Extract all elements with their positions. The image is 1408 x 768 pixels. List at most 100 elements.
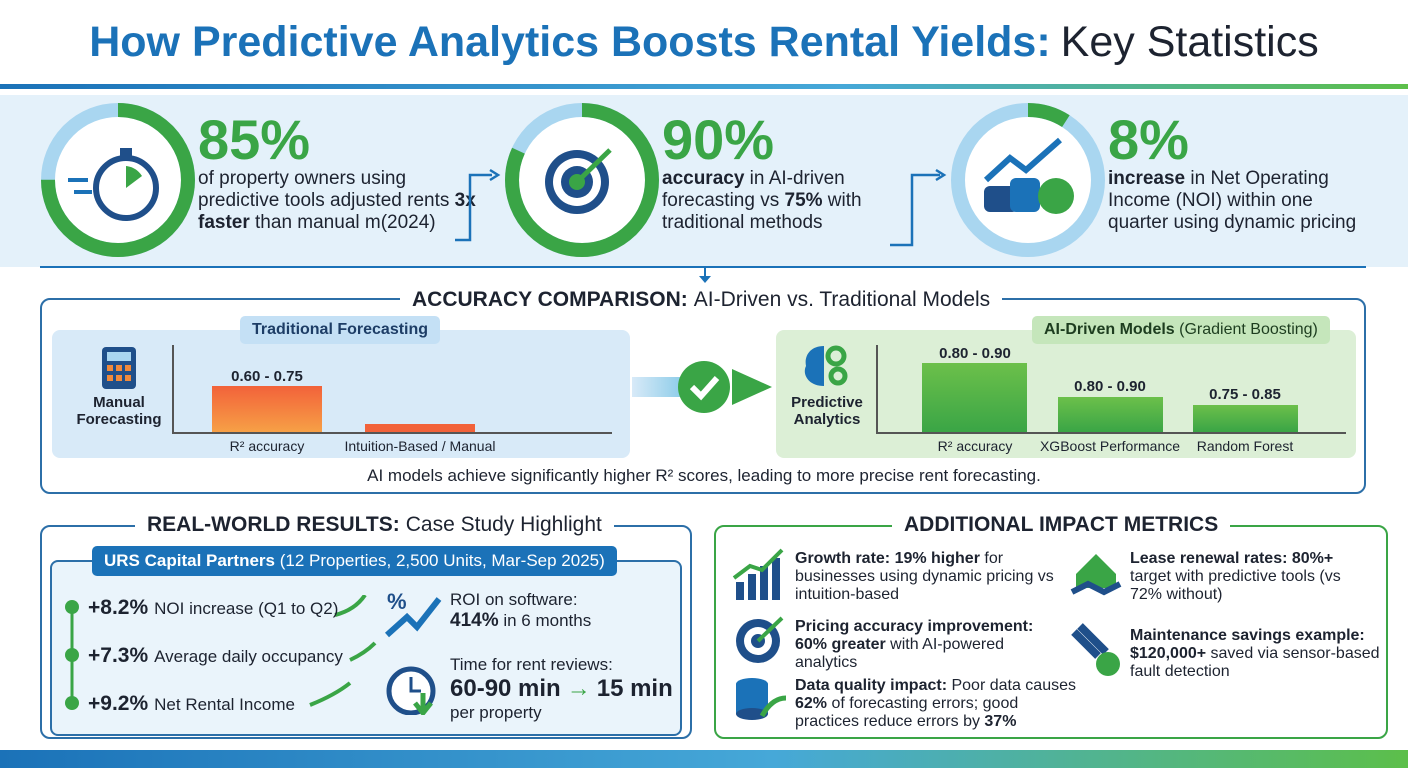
- impact-item: Maintenance savings example: $120,000+ s…: [1130, 627, 1380, 681]
- axis: [172, 345, 174, 433]
- icon-label: Manual Forecasting: [76, 394, 162, 428]
- roi-value: 414%: [450, 610, 499, 631]
- bar: [922, 363, 1027, 432]
- graphic: [41, 103, 195, 257]
- graphic: [65, 696, 79, 710]
- time-before: 60-90 min: [450, 675, 561, 702]
- text-run: Maintenance savings example: $120,000+: [1130, 627, 1365, 662]
- header-rule: [0, 84, 1408, 89]
- graphic: [409, 677, 421, 693]
- stats-band: [0, 95, 1408, 267]
- text-run: increase: [1108, 168, 1186, 189]
- impact-icons: [732, 548, 787, 720]
- graphic: [736, 582, 744, 600]
- graphic: [772, 558, 780, 600]
- graphic: [983, 137, 1062, 183]
- graphic: [756, 616, 784, 643]
- graphic: [678, 361, 730, 413]
- graphic: [413, 693, 433, 715]
- graphic: [107, 365, 113, 371]
- connectors: [40, 168, 1366, 283]
- bar-label: 0.80 - 0.90: [939, 345, 1011, 362]
- stat-value: 90%: [662, 108, 775, 171]
- compare-arrow: [632, 361, 772, 413]
- stat-value: 8%: [1108, 108, 1189, 171]
- graphic: [116, 375, 122, 381]
- bar: [212, 386, 322, 432]
- graphic: [575, 148, 612, 184]
- graphic: 414% in 6 months: [450, 610, 591, 632]
- panel-tag: Traditional Forecasting: [240, 316, 441, 344]
- stat-text: accuracy in AI-driven forecasting vs 75%…: [662, 168, 892, 234]
- bar-label: 0.60 - 0.75: [231, 368, 303, 385]
- panel-tag: AI-Driven Models (Gradient Boosting): [1032, 316, 1330, 344]
- result-label: NOI increase (Q1 to Q2): [154, 599, 339, 618]
- axis: [876, 345, 878, 433]
- text-run: for businesses using dynamic pricing vs …: [795, 550, 1054, 603]
- text-run: 75%: [784, 190, 823, 211]
- graphic: [951, 103, 1105, 257]
- bar: [365, 424, 475, 432]
- result-value: +9.2%: [88, 692, 149, 715]
- roi-rest: in 6 months: [503, 611, 592, 630]
- time-after: 15 min: [596, 675, 673, 702]
- axis: [172, 432, 612, 434]
- graphic: [1071, 623, 1109, 659]
- text-run: in AI-driven forecasting vs: [662, 168, 845, 211]
- stat: 85% of property owners using predictive …: [198, 112, 483, 234]
- graphic: [1038, 178, 1074, 214]
- text-run: Growth rate: 19% higher: [795, 550, 980, 567]
- graphic: [699, 276, 711, 283]
- text-run: saved via sensor-based fault detection: [1130, 645, 1380, 680]
- brain-icon: [804, 345, 848, 386]
- graphic: [489, 168, 501, 182]
- stat-icon: [951, 103, 1105, 257]
- case-icons: %: [384, 589, 442, 715]
- result-label: Average daily occupancy: [154, 647, 343, 666]
- graphic: [1096, 652, 1120, 676]
- bar-label: 0.80 - 0.90: [1074, 378, 1146, 395]
- title-highlight: How Predictive Analytics Boosts Rental Y…: [89, 18, 1051, 66]
- x-label: XGBoost Performance: [1039, 438, 1181, 454]
- text-run: Poor data causes: [947, 677, 1076, 694]
- text-run: 37%: [984, 713, 1017, 730]
- title-rest: Case Study Highlight: [405, 513, 602, 536]
- graphic: [126, 166, 142, 188]
- text-run: than manual m(2024): [249, 212, 436, 233]
- text-run: of forecasting errors; good practices re…: [795, 695, 1019, 730]
- graphic: [455, 173, 492, 242]
- graphic: [759, 695, 787, 718]
- text-run: with traditional methods: [662, 190, 862, 233]
- stat-icon: [41, 103, 195, 257]
- graphic: [107, 365, 131, 381]
- text-run: 62%: [795, 695, 828, 712]
- graphic: 60-90 min → 15 min: [450, 675, 673, 703]
- graphic: [732, 548, 784, 580]
- title-bold: ACCURACY COMPARISON:: [412, 288, 688, 311]
- graphic: [632, 377, 692, 397]
- graphic: [107, 352, 131, 361]
- stat: 8% increase in Net Operating Income (NOI…: [1108, 112, 1373, 234]
- text-run: of property owners using predictive tool…: [198, 168, 455, 211]
- result-value: +7.3%: [88, 644, 149, 667]
- bar: [1058, 397, 1163, 432]
- impact-item: Pricing accuracy improvement: 60% greate…: [795, 618, 1060, 672]
- roi-label: ROI on software:: [450, 590, 578, 609]
- text-run: Lease renewal rates: 80%+: [1130, 550, 1334, 567]
- text-run: Pricing accuracy improvement: 60% greate…: [795, 618, 1034, 653]
- results-decor: [65, 595, 377, 710]
- company-rest: (12 Properties, 2,500 Units, Mar-Sep 202…: [279, 551, 605, 570]
- graphic: [689, 376, 720, 401]
- result-value: +8.2%: [88, 596, 149, 619]
- axis: [876, 432, 1346, 434]
- graphic: [65, 648, 79, 662]
- graphic: [125, 365, 131, 371]
- graphic: %: [387, 589, 407, 614]
- title: How Predictive Analytics Boosts Rental Y…: [0, 18, 1408, 67]
- graphic: [349, 641, 377, 662]
- graphic: [804, 346, 824, 386]
- time-rest: per property: [450, 703, 542, 722]
- x-label: R² accuracy: [937, 438, 1013, 454]
- tag-bold: AI-Driven Models: [1044, 321, 1175, 338]
